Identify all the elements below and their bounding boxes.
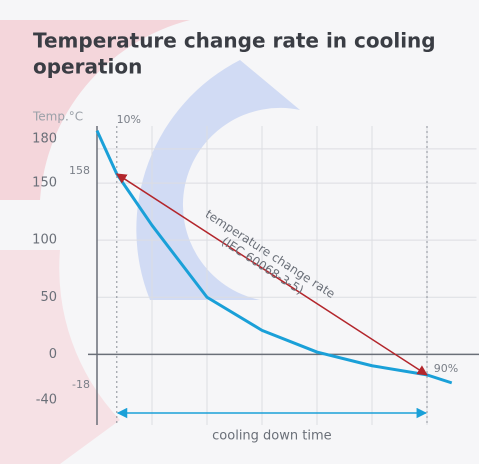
y-tick-label: 0	[49, 347, 57, 362]
chart-title: Temperature change rate in cooling	[33, 29, 436, 53]
y-marker-label: -18	[72, 378, 90, 391]
y-tick-label: 50	[40, 290, 57, 305]
chart-title: operation	[33, 55, 142, 79]
y-tick-label: 150	[32, 176, 57, 191]
start-label: 10%	[117, 113, 141, 126]
y-tick-label: 100	[32, 233, 57, 248]
watermark-shape	[0, 20, 190, 200]
y-marker-label: 158	[69, 164, 90, 177]
y-tick-label: -40	[36, 393, 57, 408]
span-label: cooling down time	[212, 429, 331, 444]
end-label: 90%	[434, 362, 458, 375]
watermark-shape	[0, 250, 120, 464]
y-tick-label: 180	[32, 131, 57, 146]
rate-line	[115, 173, 428, 376]
y-axis-label: Temp.°C	[32, 110, 83, 124]
